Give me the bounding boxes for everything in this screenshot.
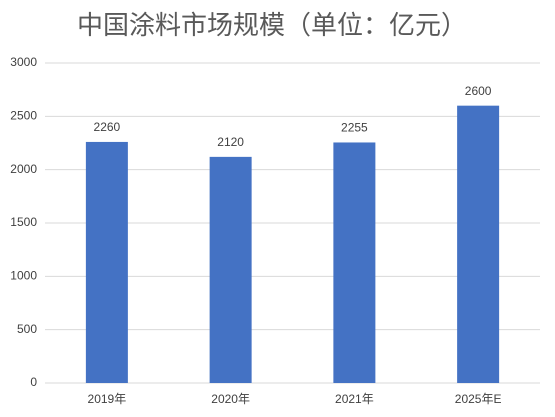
bar — [457, 105, 500, 384]
data-label: 2260 — [94, 120, 121, 134]
y-tick-label: 500 — [17, 322, 37, 336]
y-tick-label: 0 — [30, 375, 37, 389]
x-tick-label: 2025年E — [455, 392, 502, 406]
chart-title: 中国涂料市场规模（单位：亿元） — [77, 10, 467, 40]
x-tick-label: 2020年 — [211, 392, 250, 406]
y-tick-label: 2500 — [10, 109, 37, 123]
bar — [85, 141, 128, 383]
x-tick-label: 2021年 — [335, 392, 374, 406]
bar — [209, 156, 252, 383]
bar — [333, 142, 376, 383]
y-tick-label: 2000 — [10, 162, 37, 176]
y-tick-label: 3000 — [10, 55, 37, 69]
data-label: 2255 — [341, 121, 368, 135]
data-label: 2120 — [217, 135, 244, 149]
y-tick-label: 1500 — [10, 215, 37, 229]
y-tick-label: 1000 — [10, 269, 37, 283]
data-label: 2600 — [465, 84, 492, 98]
x-tick-label: 2019年 — [88, 392, 127, 406]
